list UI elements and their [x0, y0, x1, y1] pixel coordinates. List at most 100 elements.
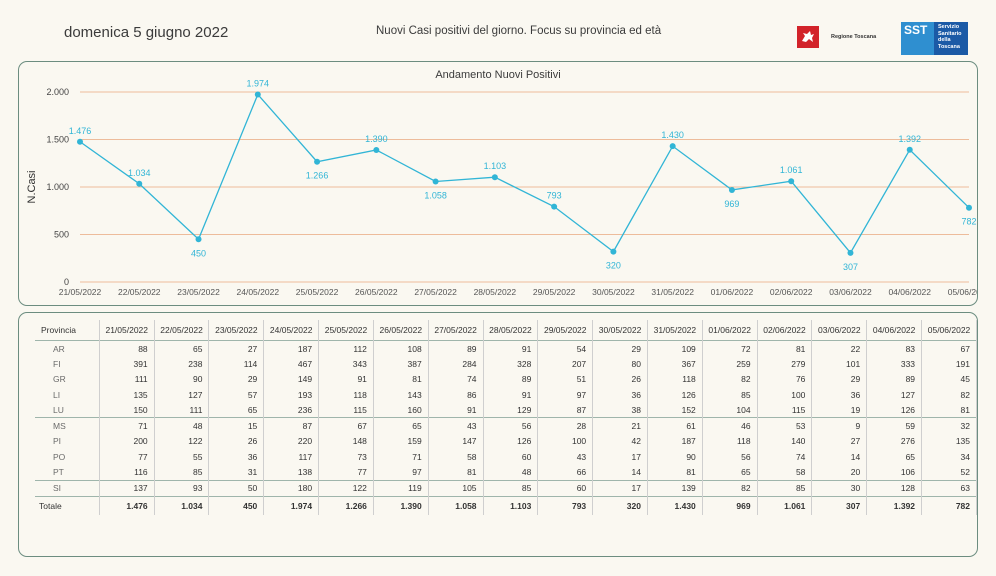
value-cell: 81: [428, 464, 484, 481]
value-cell: 115: [757, 402, 813, 418]
table-row: PO 77 55 36 117 73 71 58 60 43 17 90 56 74 14 65 34: [35, 449, 977, 465]
value-cell: 29: [592, 340, 648, 357]
column-header-provincia: Provincia: [35, 320, 100, 341]
x-tick-label: 25/05/2022: [296, 287, 339, 297]
column-header-date: 05/06/2022: [921, 320, 977, 341]
value-cell: 91: [318, 371, 374, 387]
value-cell: 159: [373, 433, 429, 450]
value-cell: 58: [757, 464, 813, 481]
province-cell: LU: [35, 402, 100, 418]
data-point: [314, 158, 321, 165]
sst-mark-icon: SST: [901, 22, 934, 55]
value-cell: 14: [592, 464, 648, 481]
value-cell: 129: [483, 402, 539, 418]
x-tick-label: 02/06/2022: [770, 287, 813, 297]
province-cell: PT: [35, 464, 100, 481]
y-tick-label: 0: [64, 277, 69, 287]
value-cell: 46: [702, 417, 758, 434]
value-cell: 67: [318, 417, 374, 434]
column-header-date: 22/05/2022: [154, 320, 210, 341]
value-cell: 108: [373, 340, 429, 357]
value-cell: 367: [647, 356, 703, 372]
value-cell: 14: [811, 449, 868, 465]
value-cell: 333: [866, 356, 923, 372]
data-label: 450: [191, 248, 206, 258]
province-cell: AR: [35, 340, 100, 357]
value-cell: 38: [592, 402, 648, 418]
column-header-date: 24/05/2022: [263, 320, 320, 341]
value-cell: 90: [154, 371, 210, 387]
value-cell: 207: [537, 356, 594, 372]
value-cell: 150: [99, 402, 155, 418]
province-cell: SI: [35, 479, 100, 497]
value-cell: 1.392: [866, 495, 923, 515]
value-cell: 91: [428, 402, 484, 418]
value-cell: 91: [483, 340, 539, 357]
table-row: FI 391 238 114 467 343 387 284 328 207 80 367 259 279…: [35, 356, 977, 372]
value-cell: 1.266: [318, 495, 374, 515]
value-cell: 1.103: [483, 495, 539, 515]
value-cell: 57: [208, 386, 265, 403]
value-cell: 71: [373, 449, 429, 465]
table-row: MS 71 48 15 87 67 65 43 56 28 21 61 46 53 9 59 32: [35, 417, 977, 434]
value-cell: 139: [647, 479, 703, 497]
value-cell: 115: [318, 402, 374, 418]
value-cell: 86: [428, 386, 484, 403]
chart-title: Andamento Nuovi Positivi: [435, 69, 560, 81]
x-tick-label: 28/05/2022: [474, 287, 517, 297]
value-cell: 180: [263, 479, 320, 497]
value-cell: 238: [154, 356, 210, 372]
value-cell: 191: [921, 356, 977, 372]
value-cell: 48: [154, 417, 210, 434]
value-cell: 152: [647, 402, 703, 418]
value-cell: 119: [373, 479, 429, 497]
y-tick-label: 1.500: [46, 135, 69, 145]
value-cell: 22: [811, 340, 868, 357]
value-cell: 59: [866, 417, 923, 434]
data-label: 782: [961, 217, 976, 227]
column-header-date: 04/06/2022: [866, 320, 923, 341]
value-cell: 45: [921, 371, 977, 387]
value-cell: 17: [592, 449, 648, 465]
value-cell: 135: [921, 433, 977, 450]
value-cell: 21: [592, 417, 648, 434]
value-cell: 1.058: [428, 495, 484, 515]
value-cell: 65: [866, 449, 923, 465]
data-point: [254, 91, 261, 98]
data-label: 1.034: [128, 168, 151, 178]
column-header-date: 01/06/2022: [702, 320, 758, 341]
value-cell: 307: [811, 495, 868, 515]
value-cell: 200: [99, 433, 155, 450]
value-cell: 450: [208, 495, 265, 515]
value-cell: 48: [483, 464, 539, 481]
x-tick-label: 24/05/2022: [237, 287, 280, 297]
data-label: 1.974: [247, 78, 270, 88]
data-label: 307: [843, 262, 858, 272]
cases-table: Provincia 21/05/2022 22/05/2022 23/05/2022…: [35, 320, 977, 515]
data-point: [551, 203, 558, 210]
data-label: 320: [606, 261, 621, 271]
value-cell: 90: [647, 449, 703, 465]
x-tick-label: 23/05/2022: [177, 287, 220, 297]
value-cell: 58: [428, 449, 484, 465]
province-cell: PO: [35, 449, 100, 465]
value-cell: 83: [866, 340, 923, 357]
value-cell: 276: [866, 433, 923, 450]
value-cell: 140: [757, 433, 813, 450]
value-cell: 81: [647, 464, 703, 481]
value-cell: 1.034: [154, 495, 210, 515]
value-cell: 43: [428, 417, 484, 434]
table-row: AR 88 65 27 187 112 108 89 91 54 29 109 72 81 22 83 67: [35, 340, 977, 357]
value-cell: 220: [263, 433, 320, 450]
value-cell: 387: [373, 356, 429, 372]
value-cell: 127: [154, 386, 210, 403]
total-row: Totale 1.476 1.034 450 1.974 1.266 1.390 1.058 1…: [35, 495, 977, 515]
x-tick-label: 21/05/2022: [59, 287, 102, 297]
series-line: [79, 93, 970, 254]
report-date: domenica 5 giugno 2022: [64, 24, 229, 41]
value-cell: 320: [592, 495, 648, 515]
regione-toscana-label: Regione Toscana: [831, 34, 877, 40]
x-tick-label: 26/05/2022: [355, 287, 398, 297]
value-cell: 53: [757, 417, 813, 434]
value-cell: 52: [921, 464, 977, 481]
